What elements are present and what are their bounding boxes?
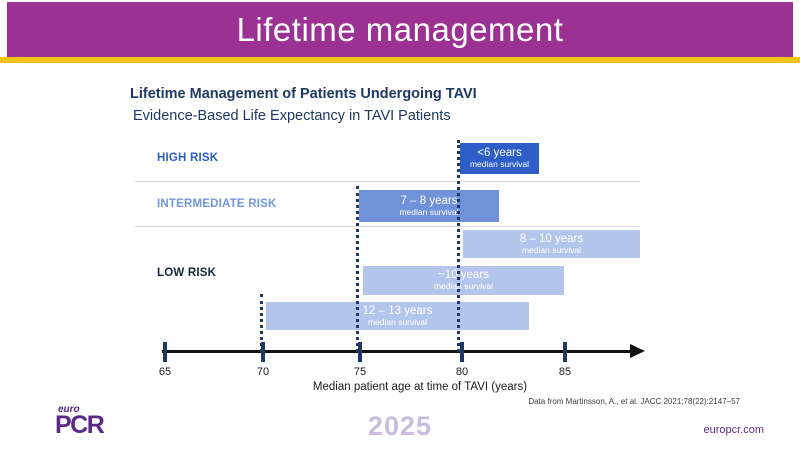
slide-title: Lifetime Management of Patients Undergoi… xyxy=(130,86,477,102)
risk-label-high: HIGH RISK xyxy=(157,152,219,164)
axis-tick xyxy=(163,342,167,362)
x-axis-title: Median patient age at time of TAVI (year… xyxy=(312,381,528,393)
axis-tick-label: 70 xyxy=(256,366,270,378)
header-banner: Lifetime management xyxy=(7,2,793,57)
bar-sublabel: median survival xyxy=(521,244,582,255)
year-watermark: 2025 xyxy=(367,411,433,441)
dotted-reference-line-80 xyxy=(457,140,460,352)
slide-subtitle: Evidence-Based Life Expectancy in TAVI P… xyxy=(133,108,451,124)
axis-tick xyxy=(358,342,362,362)
risk-label-low: LOW RISK xyxy=(157,267,217,279)
dotted-reference-line-70 xyxy=(260,294,263,352)
axis-tick xyxy=(261,342,265,362)
row-divider xyxy=(135,181,640,182)
axis-tick-label: 75 xyxy=(353,366,367,378)
x-axis-line xyxy=(162,350,632,353)
gold-stripe xyxy=(0,57,800,63)
bar-sublabel: median survival xyxy=(433,281,494,292)
logo-pcr-text: PCR xyxy=(55,410,105,439)
europcr-logo: euro PCR xyxy=(55,404,105,439)
citation-text: Data from Martinsson, A., et al. JACC 20… xyxy=(528,397,740,406)
axis-tick-label: 85 xyxy=(558,366,572,378)
axis-tick-label: 65 xyxy=(158,366,172,378)
bar-low-risk-10: ~10 years median survival xyxy=(363,266,564,295)
axis-tick xyxy=(563,342,567,362)
bar-sublabel: median survival xyxy=(469,159,530,170)
bar-sublabel: median survival xyxy=(399,206,459,217)
bar-label: 12 – 13 years xyxy=(362,304,433,317)
risk-label-intermediate: INTERMEDIATE RISK xyxy=(157,198,277,210)
bar-label: ~10 years xyxy=(438,269,489,281)
bar-low-risk-8-10: 8 – 10 years median survival xyxy=(463,230,640,258)
row-divider xyxy=(135,226,640,227)
x-axis-arrow-icon xyxy=(630,344,645,358)
axis-tick-label: 80 xyxy=(455,366,469,378)
dotted-reference-line-75 xyxy=(356,186,359,352)
bar-label: <6 years xyxy=(477,147,522,159)
bar-intermediate-risk: 7 – 8 years median survival xyxy=(359,190,499,222)
axis-tick xyxy=(460,342,464,362)
bar-low-risk-12-13: 12 – 13 years median survival xyxy=(266,302,529,330)
bar-sublabel: median survival xyxy=(367,316,428,327)
bar-label: 7 – 8 years xyxy=(400,194,458,207)
logo-euro-text: euro xyxy=(58,404,80,415)
bar-label: 8 – 10 years xyxy=(519,232,584,245)
page-title: Lifetime management xyxy=(236,10,564,48)
website-url: europcr.com xyxy=(703,424,764,436)
bar-high-risk: <6 years median survival xyxy=(460,143,539,174)
